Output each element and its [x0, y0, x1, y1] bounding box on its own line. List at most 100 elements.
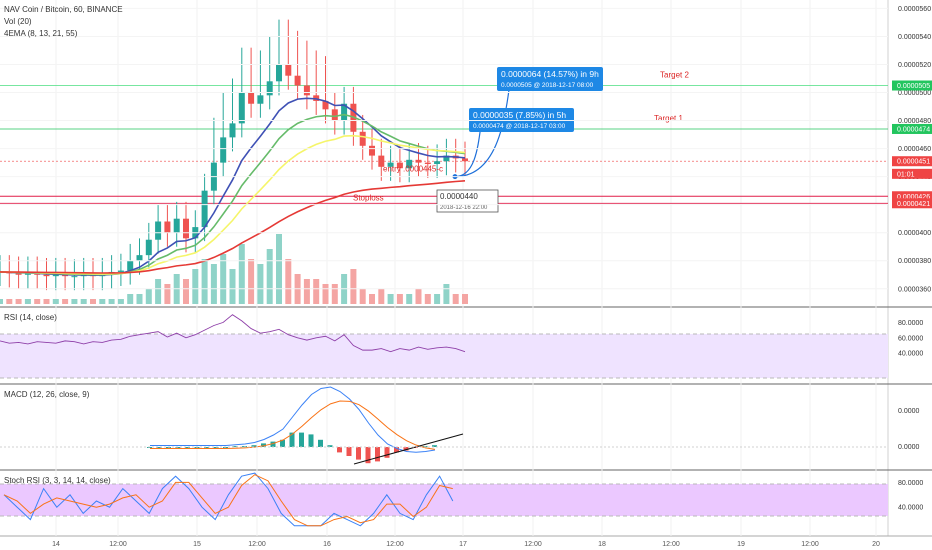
- volume-bar: [220, 254, 227, 304]
- callout-target2[interactable]: 0.0000064 (14.57%) in 9h 0.0000505 @ 201…: [497, 67, 603, 91]
- candle-body: [155, 221, 162, 240]
- candle-body: [285, 64, 292, 76]
- volume-bar: [257, 264, 264, 304]
- macd-hist-bar: [394, 447, 399, 453]
- price-tag-label: 01:01: [897, 171, 915, 178]
- vol-label: Vol (20): [4, 17, 32, 26]
- candle-body: [462, 158, 468, 162]
- price-tag: [892, 191, 932, 202]
- volume-bar: [145, 289, 152, 304]
- candle-body: [257, 95, 264, 104]
- price-tag-label: 0.0000421: [897, 201, 930, 208]
- volume-bar: [378, 289, 385, 304]
- volume-bar: [34, 299, 41, 304]
- volume-bar: [462, 294, 468, 304]
- candle-body: [127, 260, 134, 271]
- volume-bar: [396, 294, 403, 304]
- price-tag: [892, 123, 932, 134]
- price-tags: 0.0000505 0.0000474 0.0000451 01:01 0.000042…: [892, 80, 932, 209]
- price-tick-label: 0.0000460: [898, 146, 931, 153]
- main-title: NAV Coin / Bitcoin, 60, BINANCE: [4, 5, 123, 14]
- volume-bar: [415, 289, 422, 304]
- time-tick-label: 12:00: [524, 541, 542, 548]
- ema-label: 4EMA (8, 13, 21, 55): [4, 29, 78, 38]
- candle-body: [24, 273, 31, 275]
- time-tick-label: 12:00: [386, 541, 404, 548]
- candle-body: [303, 85, 310, 96]
- candle-body: [396, 162, 403, 169]
- candle-body: [201, 190, 208, 228]
- volume-bar: [331, 284, 338, 304]
- ema-line: [0, 134, 466, 275]
- target2-label: Target 2: [660, 71, 689, 80]
- callout-target2-box: [497, 67, 603, 91]
- price-tick-label: 0.0000480: [898, 118, 931, 125]
- volume-bar: [359, 289, 366, 304]
- price-tick-label: 0.0000500: [898, 90, 931, 97]
- volume-bar: [183, 279, 189, 304]
- time-tick-label: 17: [459, 541, 467, 548]
- time-tick-label: 12:00: [801, 541, 819, 548]
- volume-bar: [15, 299, 22, 304]
- price-tag-label: 0.0000505: [897, 83, 930, 90]
- callout-target1[interactable]: 0.0000035 (7.85%) in 5h 0.0000474 @ 2018…: [469, 108, 574, 132]
- macd-hist-bar: [185, 447, 190, 448]
- volume-bar: [90, 299, 96, 304]
- volume-bar: [136, 294, 143, 304]
- volume-bar: [0, 299, 3, 304]
- volume-bar: [155, 279, 162, 304]
- time-axis: 14 12:00 15 12:00 16 12:00 17 12:00 18 12:00 19 12:…: [52, 541, 880, 548]
- candle-body: [173, 218, 180, 233]
- macd-hist-bar: [280, 439, 285, 447]
- time-tick-label: 12:00: [248, 541, 266, 548]
- price-tick-label: 0.0000560: [898, 6, 931, 13]
- macd-tick-label: 0.0000: [898, 444, 920, 451]
- volume-bar: [322, 284, 329, 304]
- macd-hist-bar: [403, 447, 409, 451]
- volume-bar: [443, 284, 450, 304]
- time-tick-label: 14: [52, 541, 60, 548]
- candle-body: [62, 274, 69, 277]
- price-tick-label: 0.0000380: [898, 258, 931, 265]
- callout-target1-box: [469, 108, 574, 132]
- price-tag: [892, 168, 932, 179]
- rsi-band: [0, 334, 888, 378]
- candle-body: [276, 64, 282, 82]
- volume-bar: [6, 299, 13, 304]
- volume-bar: [62, 299, 69, 304]
- entry-label: entry .0000445-c: [383, 165, 443, 174]
- volume-bar: [201, 259, 208, 304]
- price-tick-label: 0.0000540: [898, 34, 931, 41]
- macd-hist-bar: [318, 439, 323, 447]
- volume-bar: [108, 299, 115, 304]
- macd-hist-bar: [432, 445, 437, 447]
- callout-target2-line2: 0.0000505 @ 2018-12-17 08:00: [501, 82, 594, 89]
- price-tag-label: 0.0000426: [897, 194, 930, 201]
- macd-hist-bar: [308, 434, 314, 447]
- candle-body: [43, 274, 50, 277]
- price-tag: [892, 156, 932, 167]
- macd-hist-bar: [356, 447, 361, 460]
- ema-lines: [0, 97, 466, 276]
- candle-body: [52, 274, 59, 277]
- volume-bar: [313, 279, 320, 304]
- volume-bar: [406, 294, 413, 304]
- macd-hist-bar: [299, 432, 304, 447]
- price-tick-label: 0.0000360: [898, 286, 931, 293]
- candle-body: [117, 270, 124, 272]
- candle-body: [294, 75, 301, 86]
- volume-bar: [210, 264, 217, 304]
- candle-body: [145, 239, 152, 256]
- stoch-label: Stoch RSI (3, 3, 14, 14, close): [4, 476, 111, 485]
- volume-bar: [238, 244, 245, 304]
- stoch-axis: 80.0000 40.0000: [898, 480, 923, 512]
- rsi-line: [0, 314, 466, 353]
- volume-bar: [24, 299, 31, 304]
- candle-body: [424, 162, 431, 165]
- macd-hist-bar: [251, 445, 257, 447]
- candle-body: [266, 81, 273, 96]
- volume-bar: [117, 299, 124, 304]
- callout-target2-line1: 0.0000064 (14.57%) in 9h: [501, 69, 599, 79]
- macd-hist-bar: [156, 447, 162, 448]
